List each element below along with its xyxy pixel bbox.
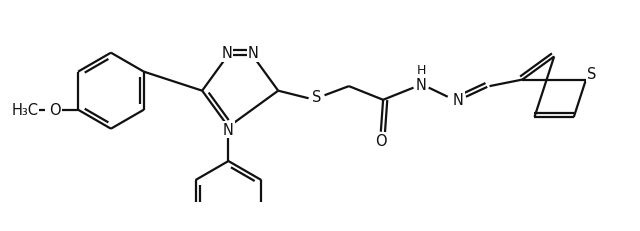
Text: N: N bbox=[223, 123, 234, 138]
Text: O: O bbox=[375, 134, 387, 149]
Text: H₃C: H₃C bbox=[12, 103, 38, 118]
Text: N: N bbox=[248, 46, 259, 61]
Text: O: O bbox=[49, 103, 61, 118]
Text: N: N bbox=[415, 78, 426, 93]
Text: N: N bbox=[453, 92, 464, 107]
Text: H: H bbox=[417, 64, 426, 76]
Text: S: S bbox=[588, 67, 596, 82]
Text: S: S bbox=[312, 90, 321, 105]
Text: N: N bbox=[221, 46, 232, 61]
